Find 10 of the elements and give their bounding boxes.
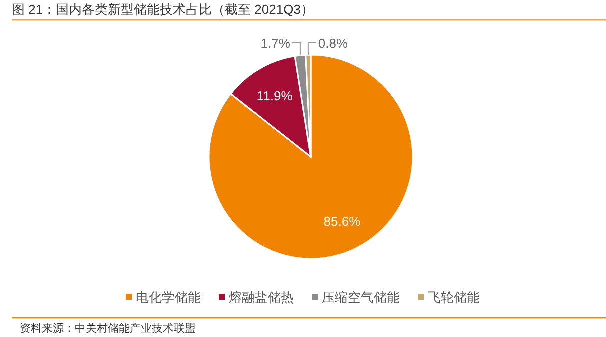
legend-label: 压缩空气储能 [322,290,400,305]
legend-label: 飞轮储能 [428,290,480,305]
data-label: 85.6% [324,214,362,230]
title: 图 21：国内各类新型储能技术占比（截至 2021Q3） [12,2,314,17]
data-label: 11.9% [256,88,294,104]
legend-label: 熔融盐储热 [229,290,294,305]
legend-label: 电化学储能 [136,290,201,305]
data-label: 1.7% [260,36,291,51]
text: 资料来源：中关村储能产业技术联盟 [20,322,196,335]
data-label: 0.8% [318,36,349,51]
